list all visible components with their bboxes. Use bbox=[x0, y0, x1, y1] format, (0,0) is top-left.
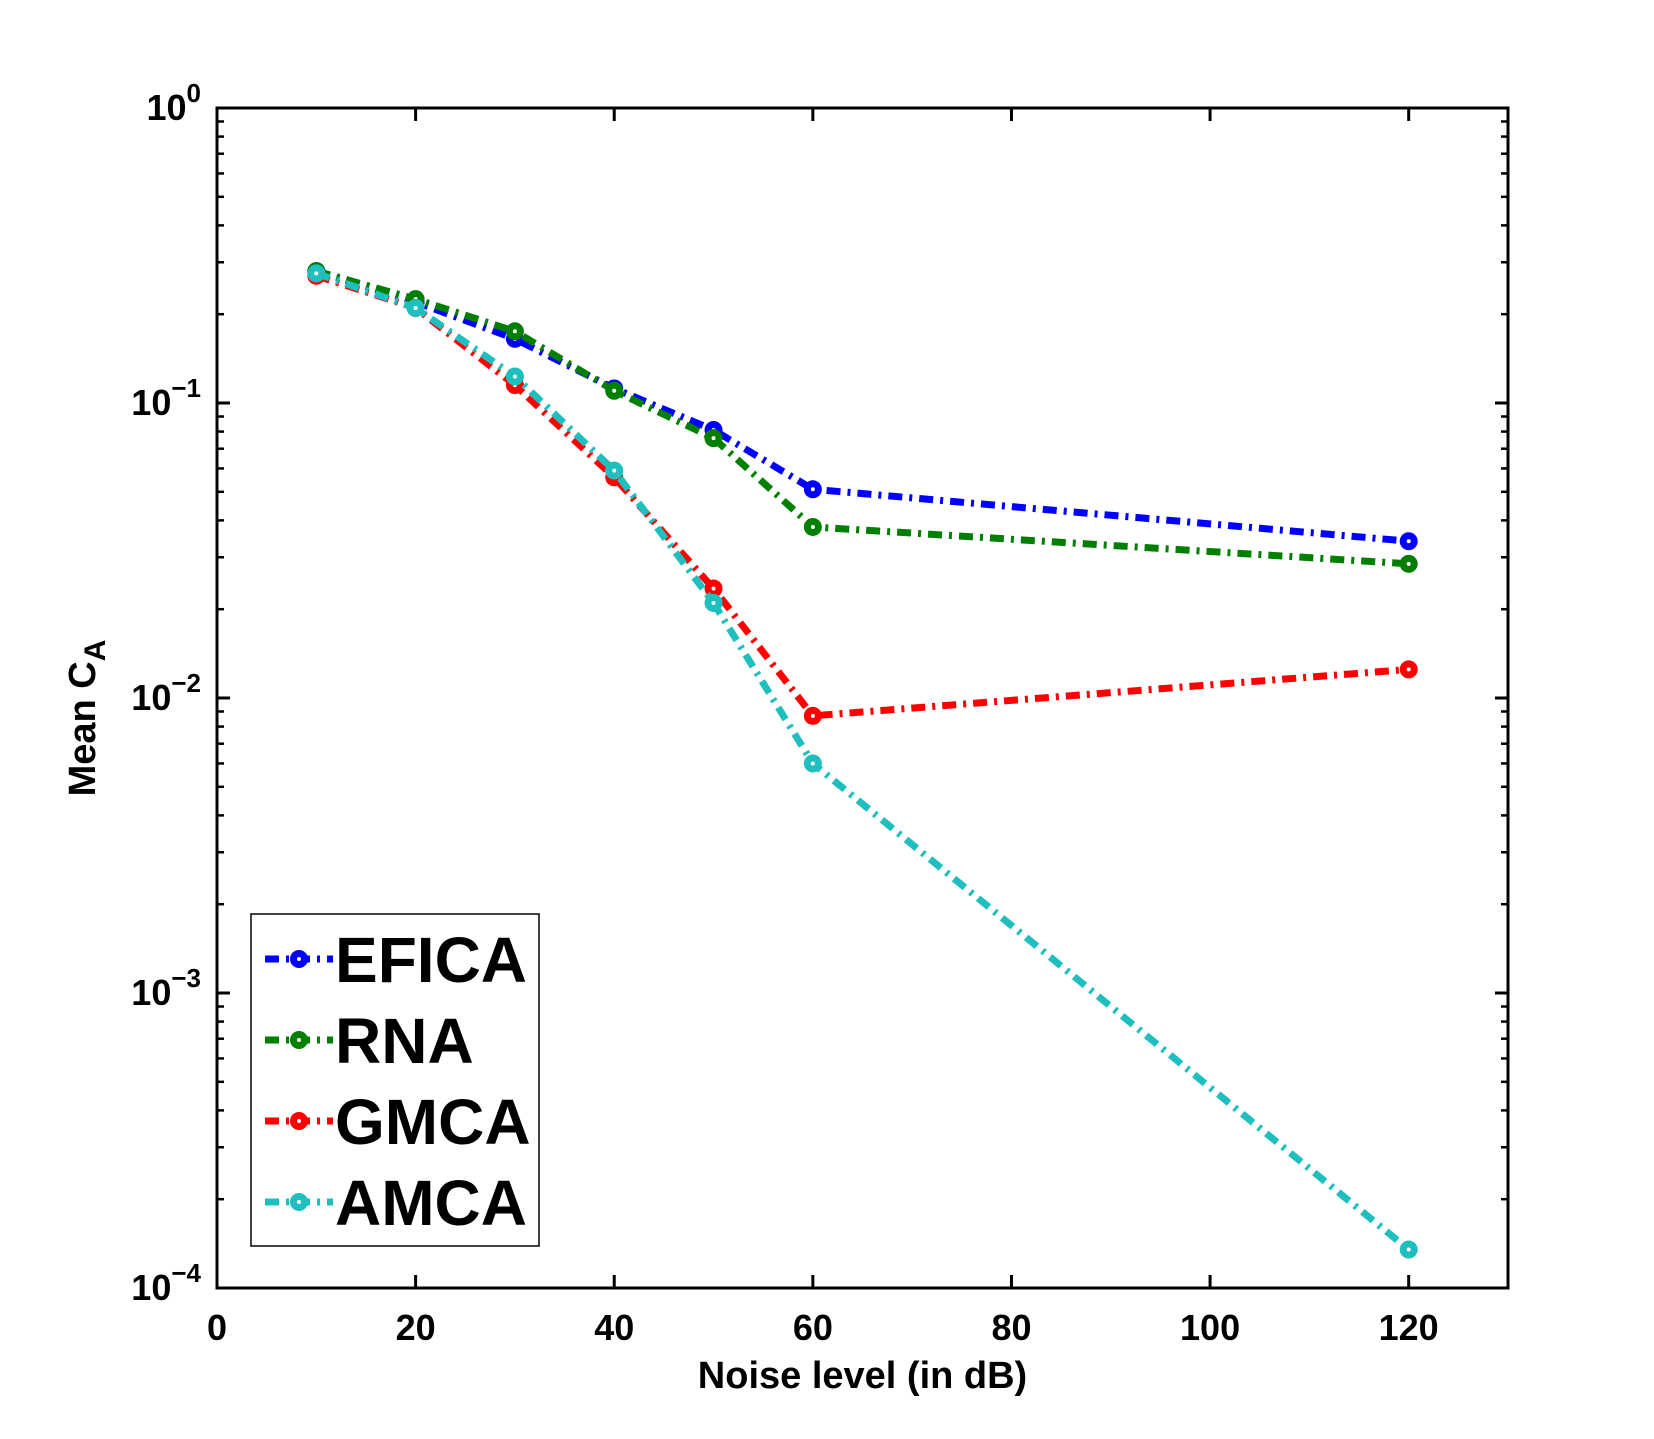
data-point-center bbox=[711, 586, 716, 591]
data-point-center bbox=[1406, 667, 1411, 672]
legend-label-gmca: GMCA bbox=[335, 1086, 531, 1158]
y-tick-base: 10 bbox=[131, 1267, 171, 1308]
y-tick-exponent: −1 bbox=[171, 373, 201, 403]
legend-label-efica: EFICA bbox=[335, 924, 527, 996]
data-point-center bbox=[314, 271, 319, 276]
data-point-center bbox=[612, 468, 617, 473]
legend-label-amca: AMCA bbox=[335, 1167, 527, 1239]
labels-layer: Noise level (in dB) Mean CA bbox=[62, 640, 1027, 1397]
x-tick-label: 60 bbox=[793, 1307, 833, 1348]
legend-marker-center bbox=[297, 1200, 301, 1204]
x-tick-label: 40 bbox=[594, 1307, 634, 1348]
y-tick-exponent: 0 bbox=[187, 78, 201, 108]
data-point-center bbox=[810, 487, 815, 492]
legend-box bbox=[250, 913, 540, 1247]
y-tick-exponent: −3 bbox=[171, 963, 201, 993]
x-tick-label: 100 bbox=[1180, 1307, 1240, 1348]
legend-item-efica: EFICA bbox=[265, 924, 527, 996]
y-tick-label: 10−4 bbox=[131, 1258, 201, 1308]
series-layer bbox=[307, 262, 1418, 1259]
data-point-center bbox=[810, 761, 815, 766]
data-point-center bbox=[512, 374, 517, 379]
data-point-center bbox=[810, 524, 815, 529]
y-tick-label: 10−1 bbox=[131, 373, 201, 423]
legend-item-amca: AMCA bbox=[265, 1167, 527, 1239]
y-tick-exponent: −2 bbox=[171, 668, 201, 698]
data-point-center bbox=[612, 388, 617, 393]
y-tick-label: 10−3 bbox=[131, 963, 201, 1013]
x-tick-label: 0 bbox=[207, 1307, 227, 1348]
y-tick-exponent: −4 bbox=[171, 1258, 201, 1288]
y-axis-label-subscript: A bbox=[79, 640, 112, 662]
legend-marker-center bbox=[297, 957, 301, 961]
y-tick-base: 10 bbox=[131, 972, 171, 1013]
data-point-center bbox=[711, 600, 716, 605]
series-amca bbox=[307, 264, 1418, 1259]
data-point-center bbox=[810, 713, 815, 718]
legend: EFICA RNA GMCA AMCA bbox=[250, 913, 540, 1247]
legend-item-rna: RNA bbox=[265, 1005, 474, 1077]
legend-item-gmca: GMCA bbox=[265, 1086, 531, 1158]
legend-marker-center bbox=[297, 1038, 301, 1042]
x-tick-label: 80 bbox=[991, 1307, 1031, 1348]
y-axis-label-main: Mean C bbox=[62, 661, 104, 796]
y-tick-base: 10 bbox=[146, 87, 186, 128]
x-axis-label: Noise level (in dB) bbox=[698, 1355, 1027, 1397]
data-point-center bbox=[1406, 1247, 1411, 1252]
y-tick-label: 10−2 bbox=[131, 668, 201, 718]
data-point-center bbox=[1406, 539, 1411, 544]
data-point-center bbox=[1406, 561, 1411, 566]
data-point-center bbox=[711, 436, 716, 441]
y-tick-label: 100 bbox=[146, 78, 201, 128]
x-tick-label: 20 bbox=[396, 1307, 436, 1348]
data-point-center bbox=[512, 329, 517, 334]
legend-label-rna: RNA bbox=[335, 1005, 474, 1077]
y-tick-base: 10 bbox=[131, 382, 171, 423]
x-tick-label: 120 bbox=[1379, 1307, 1439, 1348]
data-point-center bbox=[413, 305, 418, 310]
y-tick-base: 10 bbox=[131, 677, 171, 718]
legend-marker-center bbox=[297, 1119, 301, 1123]
y-axis-label: Mean CA bbox=[62, 640, 112, 797]
